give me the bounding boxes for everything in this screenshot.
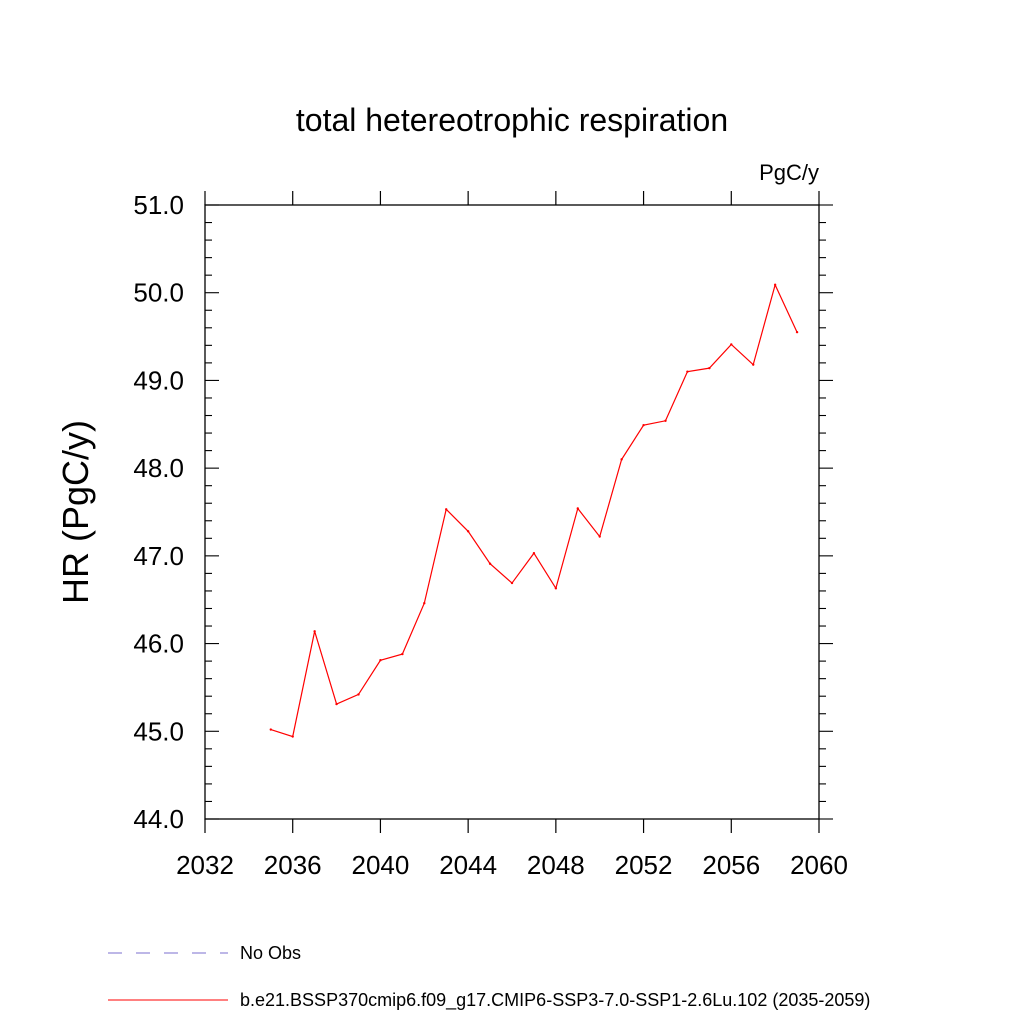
data-point [554,587,558,590]
data-point [642,423,645,427]
data-point [423,602,426,605]
y-tick-label: 47.0 [133,541,184,571]
x-tick-label: 2056 [702,850,760,880]
data-point [466,530,470,533]
data-point [686,370,689,373]
data-point [598,535,601,538]
data-point [708,366,711,370]
x-tick-label: 2060 [790,850,848,880]
x-tick-label: 2032 [176,850,234,880]
x-tick-label: 2036 [264,850,322,880]
y-tick-label: 50.0 [133,278,184,308]
y-tick-label: 45.0 [133,716,184,746]
units-label: PgC/y [759,160,819,185]
data-point [752,363,755,366]
legend: No Obs b.e21.BSSP370cmip6.f09_g17.CMIP6-S… [108,943,870,1011]
data-point [795,330,799,334]
chart-title: total hetereotrophic respiration [296,102,728,138]
axis-tick-labels: 2032 2036 2040 2044 2048 2052 2056 2060 44.0 45.0… [133,190,848,880]
data-point [620,458,623,461]
data-point [488,562,492,565]
x-tick-label: 2052 [615,850,673,880]
x-tick-label: 2040 [352,850,410,880]
y-tick-label: 48.0 [133,453,184,483]
y-axis-label: HR (PgC/y) [55,420,96,604]
data-point [510,581,514,585]
data-point [664,419,667,422]
axis-ticks [204,191,833,833]
x-tick-label: 2044 [439,850,497,880]
data-point [269,728,272,731]
y-tick-label: 51.0 [133,190,184,220]
y-tick-label: 46.0 [133,629,184,659]
data-point [730,343,733,346]
data-point [335,702,338,706]
data-point [773,283,777,287]
data-point [313,630,316,633]
data-point [445,508,448,511]
data-point [576,507,579,510]
data-point [532,552,536,555]
legend-label: No Obs [240,943,301,963]
series-line [270,283,798,738]
data-point [357,693,360,696]
data-point [291,735,294,738]
y-tick-label: 49.0 [133,365,184,395]
data-point [379,659,382,662]
plot-frame [204,204,820,820]
x-tick-label: 2048 [527,850,585,880]
data-point [401,652,404,656]
series-group [269,283,799,738]
y-tick-label: 44.0 [133,804,184,834]
legend-label: b.e21.BSSP370cmip6.f09_g17.CMIP6-SSP3-7.… [240,990,870,1011]
